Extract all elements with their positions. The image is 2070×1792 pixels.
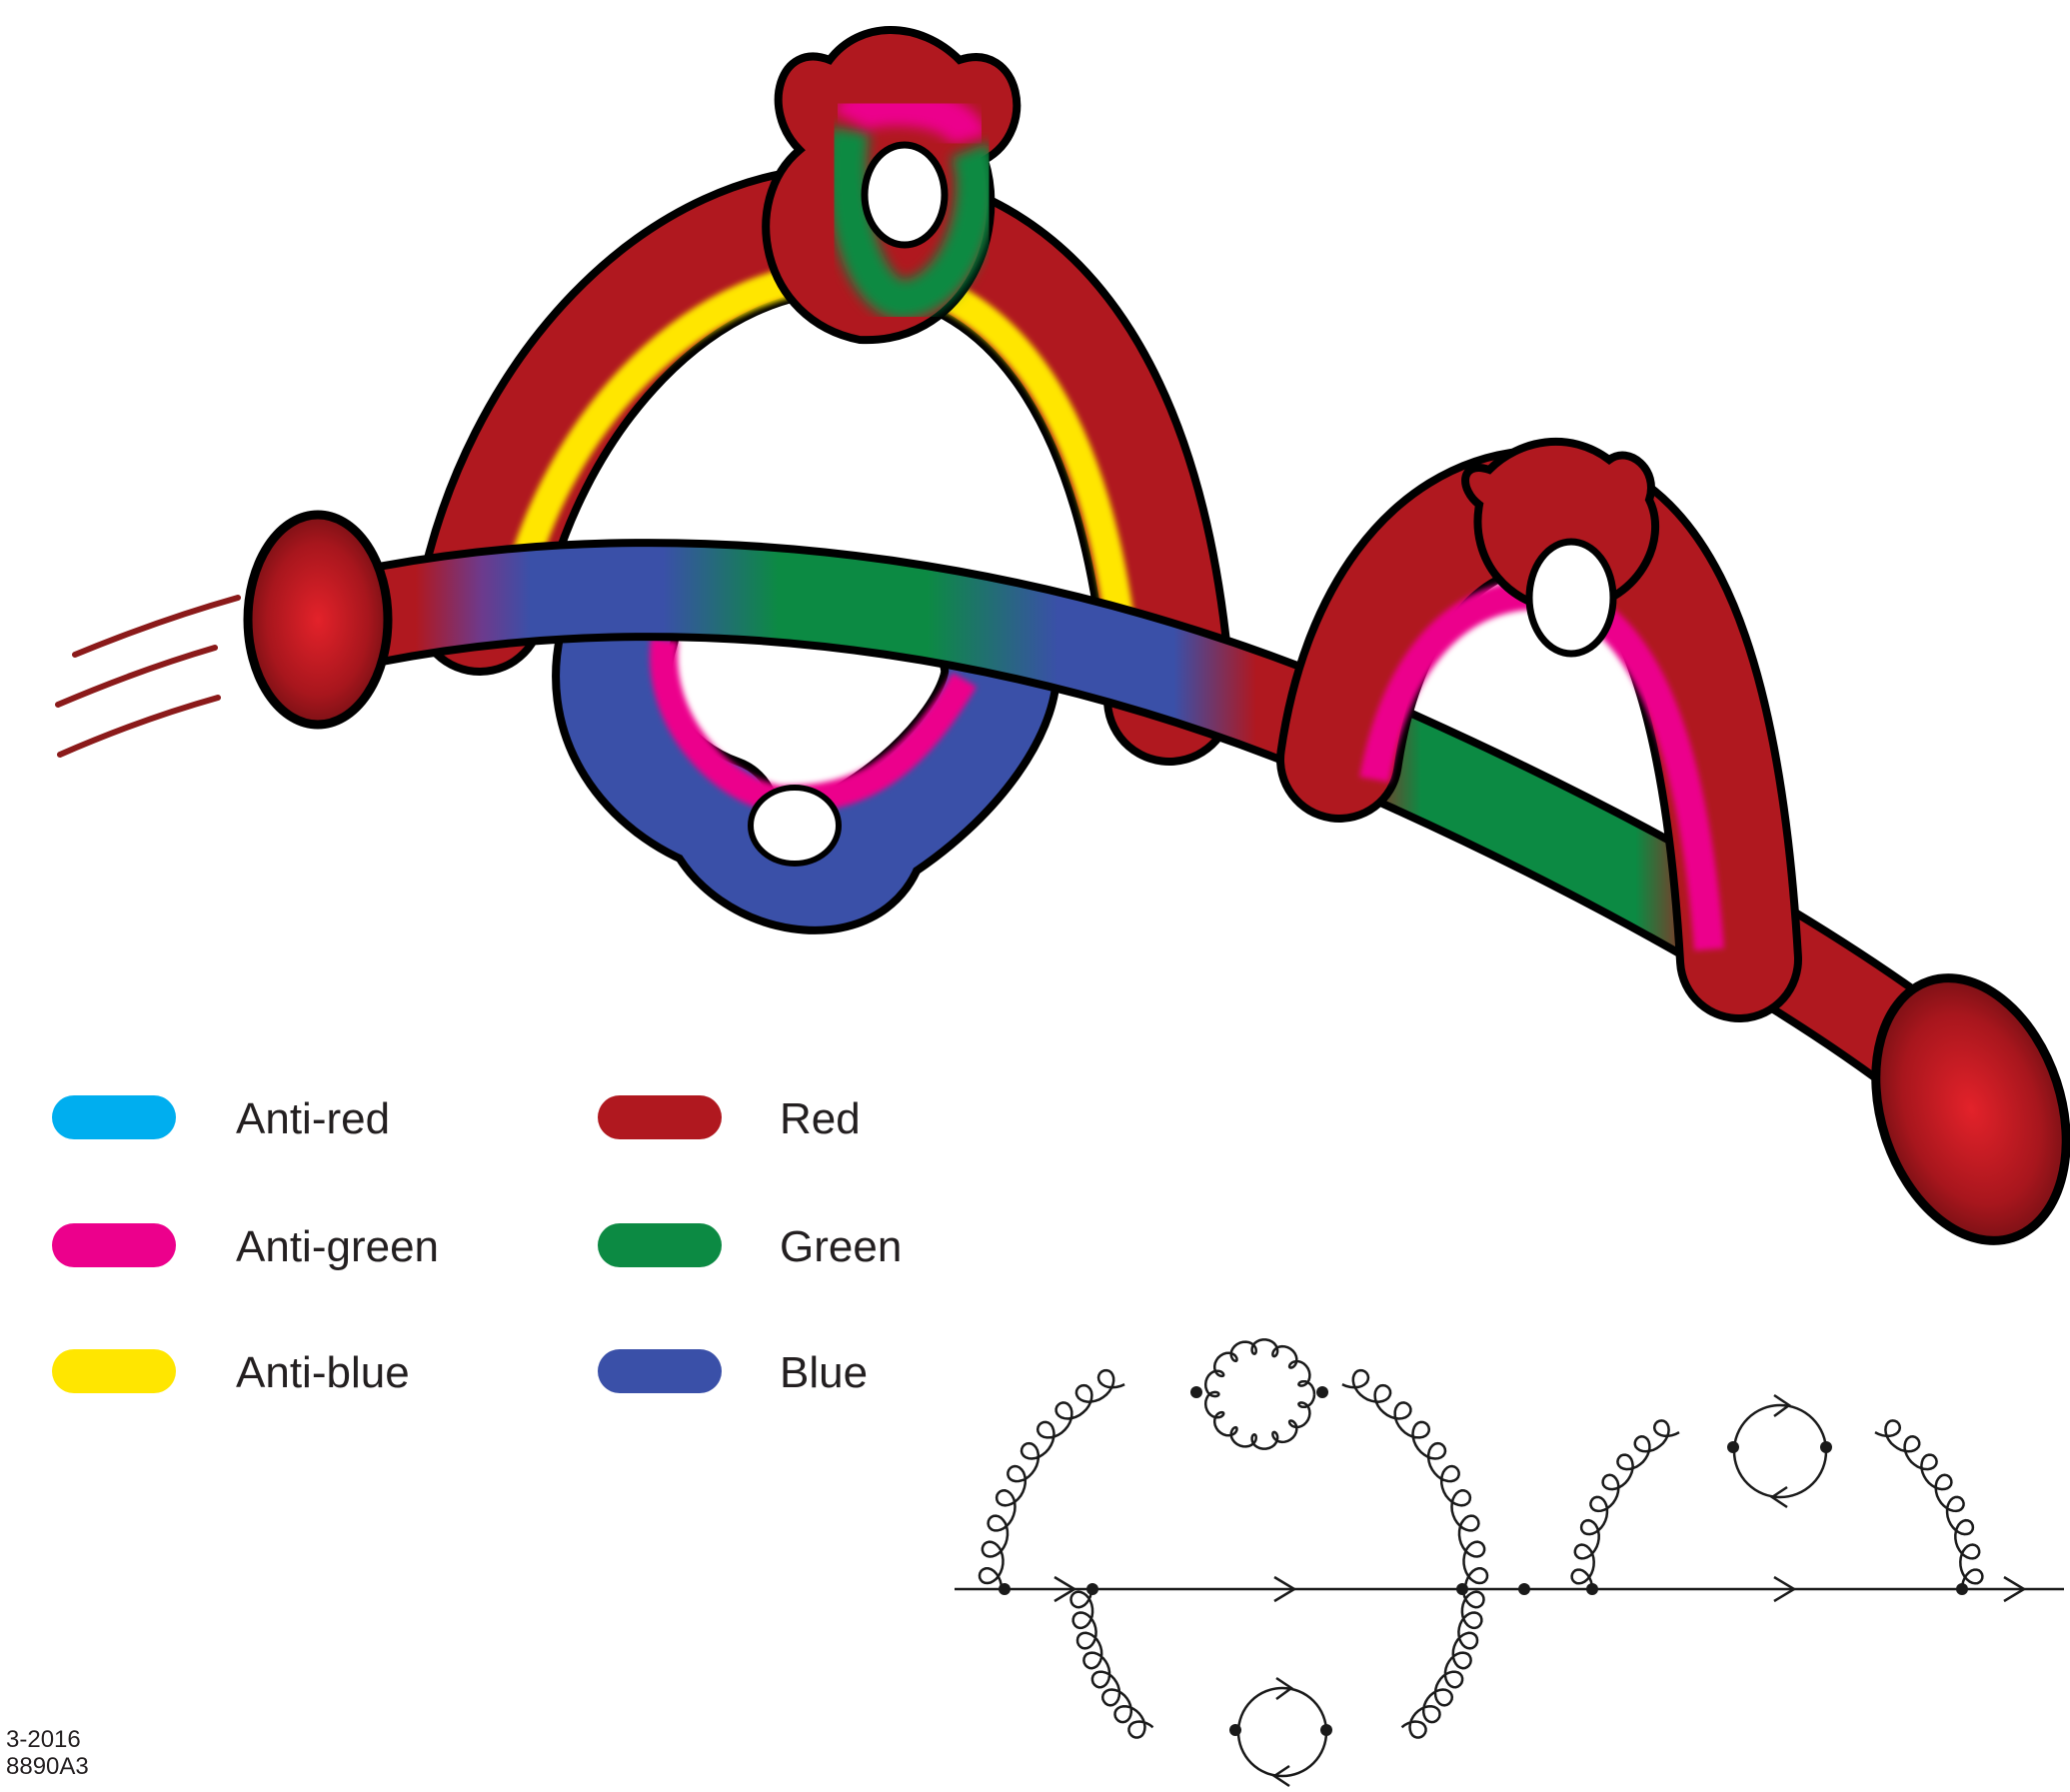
right-arch: [1276, 437, 1802, 1022]
top-knob-hole: [861, 141, 949, 249]
quark-arrow: [1053, 1575, 1077, 1603]
legend-swatch-green: [598, 1223, 722, 1267]
legend-item-blue: Blue: [598, 1348, 868, 1397]
quark-arrow: [1773, 1575, 1797, 1603]
right-knob-hole: [1525, 538, 1617, 658]
quark-loop-bottom: [1236, 1676, 1328, 1788]
gluon-coil: [978, 1368, 1125, 1590]
quark-loop-right: [1732, 1393, 1828, 1509]
gluon-coil: [1874, 1419, 1984, 1590]
lower-loop: [552, 570, 1061, 934]
figure-date: 3-2016: [6, 1726, 81, 1753]
legend-item-anti-blue: Anti-blue: [52, 1348, 410, 1397]
legend-label-anti-blue: Anti-blue: [236, 1348, 410, 1397]
color-legend: Anti-red Red Anti-green Green Anti-blue …: [52, 1094, 902, 1397]
lower-loop-hole: [748, 785, 842, 867]
legend-swatch-anti-blue: [52, 1349, 176, 1393]
legend-item-red: Red: [598, 1094, 861, 1143]
legend-label-red: Red: [780, 1094, 861, 1143]
right-quark-knob: [1871, 973, 2070, 1245]
legend-label-anti-green: Anti-green: [236, 1222, 439, 1271]
motion-lines: [55, 595, 241, 758]
quark-arrow: [2003, 1575, 2027, 1603]
left-quark-knob: [243, 510, 393, 730]
feynman-diagram: [955, 1338, 2064, 1788]
legend-label-green: Green: [780, 1222, 902, 1271]
legend-label-blue: Blue: [780, 1348, 868, 1397]
legend-swatch-anti-red: [52, 1095, 176, 1139]
gluon-lines: [978, 1338, 1984, 1739]
gluon-coil: [1570, 1419, 1680, 1590]
legend-swatch-blue: [598, 1349, 722, 1393]
gluon-coil: [1341, 1368, 1489, 1590]
gluon-coil: [1400, 1588, 1485, 1739]
legend-swatch-anti-green: [52, 1223, 176, 1267]
figure-id: 8890A3: [6, 1753, 89, 1780]
legend-item-green: Green: [598, 1222, 902, 1271]
gluon-coil: [1203, 1338, 1316, 1450]
vertices: [999, 1386, 1968, 1736]
big-arch: [414, 26, 1235, 766]
legend-item-anti-red: Anti-red: [52, 1094, 390, 1143]
legend-item-anti-green: Anti-green: [52, 1222, 439, 1271]
legend-label-anti-red: Anti-red: [236, 1094, 390, 1143]
gluon-coil: [1069, 1588, 1154, 1739]
legend-swatch-red: [598, 1095, 722, 1139]
quark-arrow: [1273, 1575, 1297, 1603]
